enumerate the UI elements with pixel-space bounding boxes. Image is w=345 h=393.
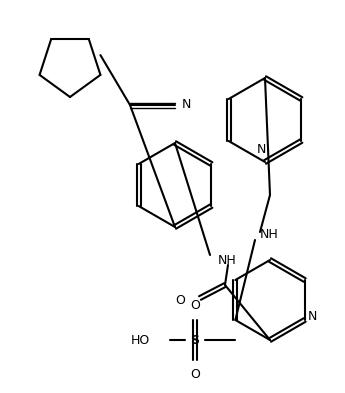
Text: HO: HO	[131, 334, 150, 347]
Text: NH: NH	[260, 228, 279, 242]
Text: O: O	[190, 368, 200, 381]
Text: N: N	[182, 97, 191, 110]
Text: N: N	[308, 310, 317, 323]
Text: NH: NH	[218, 253, 237, 266]
Text: O: O	[190, 299, 200, 312]
Text: O: O	[175, 294, 185, 307]
Text: N: N	[256, 143, 266, 156]
Text: S: S	[190, 334, 199, 347]
